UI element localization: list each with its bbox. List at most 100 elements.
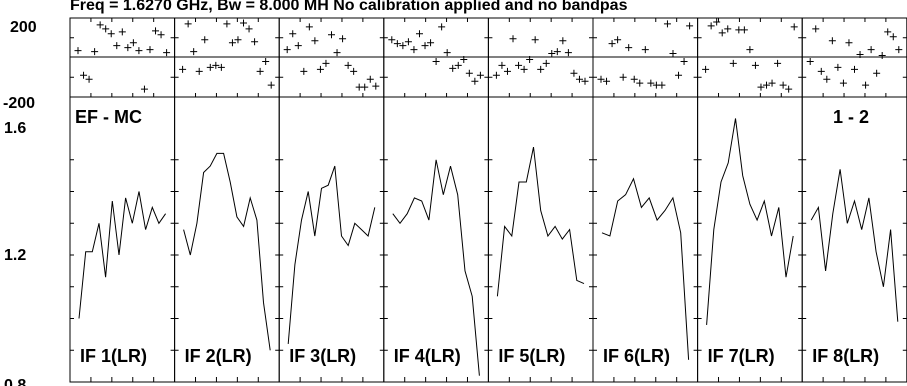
phase-point: [548, 50, 556, 58]
phase-point: [625, 44, 633, 52]
phase-point: [614, 36, 622, 44]
phase-point: [118, 28, 126, 36]
phase-point: [438, 23, 446, 31]
phase-point: [283, 46, 291, 54]
phase-point: [184, 20, 192, 28]
phase-point: [564, 49, 572, 57]
phase-point: [421, 42, 429, 50]
phase-point: [581, 77, 589, 85]
amp-series-line: [78, 191, 167, 319]
phase-point: [779, 81, 787, 89]
amp-ytick-mid: 1.2: [4, 247, 26, 264]
phase-point: [520, 65, 528, 73]
panel-3: IF 3(LR): [278, 17, 385, 383]
phase-point: [559, 37, 567, 45]
panel-label: IF 1(LR): [80, 346, 147, 366]
phase-point: [113, 42, 121, 50]
phase-point: [107, 30, 115, 38]
phase-point: [443, 49, 451, 57]
phase-point: [597, 75, 605, 83]
chart-title: Freq = 1.6270 GHz, Bw = 8.000 MH No cali…: [70, 0, 628, 14]
phase-point: [322, 59, 330, 67]
baseline-label: EF - MC: [75, 107, 142, 127]
phase-point: [867, 46, 875, 54]
phase-point: [96, 21, 104, 29]
phase-point: [515, 61, 523, 69]
phase-point: [294, 42, 302, 50]
phase-point: [251, 38, 259, 46]
phase-point: [492, 71, 500, 79]
phase-ytick-bottom: -200: [3, 95, 35, 112]
amp-series-line: [810, 169, 899, 322]
phase-point: [339, 35, 347, 43]
phase-point: [785, 85, 793, 93]
amp-ytick-top: 1.6: [4, 120, 26, 137]
panel-grid: IF 1(LR) IF 2(LR) IF 3(LR) IF 4(LR) IF 5(LR)…: [69, 17, 907, 383]
phase-point: [834, 63, 842, 71]
phase-point: [212, 61, 220, 69]
phase-point: [817, 67, 825, 75]
phase-point: [812, 25, 820, 33]
phase-point: [262, 57, 270, 65]
phase-point: [234, 36, 242, 44]
phase-point: [503, 67, 511, 75]
phase-point: [460, 55, 468, 63]
phase-point: [316, 65, 324, 73]
phase-point: [223, 20, 231, 28]
phase-point: [763, 81, 771, 89]
phase-point: [449, 64, 457, 72]
amp-frame: [278, 96, 385, 383]
amp-series-line: [601, 177, 690, 360]
phase-point: [415, 30, 423, 38]
phase-point: [328, 31, 335, 39]
panel-label: IF 7(LR): [708, 346, 775, 366]
phase-point: [608, 40, 616, 48]
phase-point: [245, 25, 253, 33]
phase-point: [873, 69, 881, 77]
phase-point: [102, 25, 110, 33]
panel-8: IF 8(LR): [801, 17, 907, 383]
panel-label: IF 6(LR): [603, 346, 670, 366]
phase-point: [669, 50, 677, 58]
phase-point: [856, 51, 864, 59]
phase-point: [839, 79, 847, 87]
phase-point: [713, 18, 721, 26]
phase-point: [267, 81, 275, 89]
phase-point: [465, 69, 473, 77]
phase-point: [636, 79, 644, 87]
amp-series-line: [706, 118, 794, 325]
amp-frame: [69, 96, 176, 383]
phase-point: [91, 48, 99, 56]
phase-point: [889, 33, 897, 41]
phase-point: [718, 29, 726, 37]
phase-point: [757, 83, 765, 91]
phase-point: [404, 38, 412, 46]
amp-series-line: [183, 152, 271, 351]
amp-frame: [174, 96, 280, 383]
phase-point: [851, 65, 858, 73]
phase-point: [393, 40, 401, 48]
phase-point: [531, 36, 539, 44]
y-axis-labels: 200 -200 1.6 1.2 0.8: [3, 19, 37, 386]
phase-point: [311, 37, 319, 45]
phase-point: [80, 71, 88, 79]
phase-point: [570, 69, 578, 77]
phase-point: [157, 31, 165, 39]
phase-point: [333, 49, 341, 57]
amp-series-line: [496, 146, 585, 297]
phase-point: [74, 47, 82, 55]
phase-point: [680, 57, 688, 65]
phase-point: [471, 77, 479, 85]
phase-point: [305, 23, 313, 31]
phase-point: [135, 47, 143, 55]
phase-point: [350, 67, 358, 75]
phase-point: [195, 67, 203, 75]
panel-2: IF 2(LR): [174, 17, 280, 383]
phase-point: [85, 75, 93, 83]
phase-point: [410, 46, 418, 54]
phase-point: [432, 57, 440, 65]
phase-point: [828, 37, 836, 45]
panel-6: IF 6(LR): [592, 17, 699, 383]
phase-point: [454, 61, 462, 69]
